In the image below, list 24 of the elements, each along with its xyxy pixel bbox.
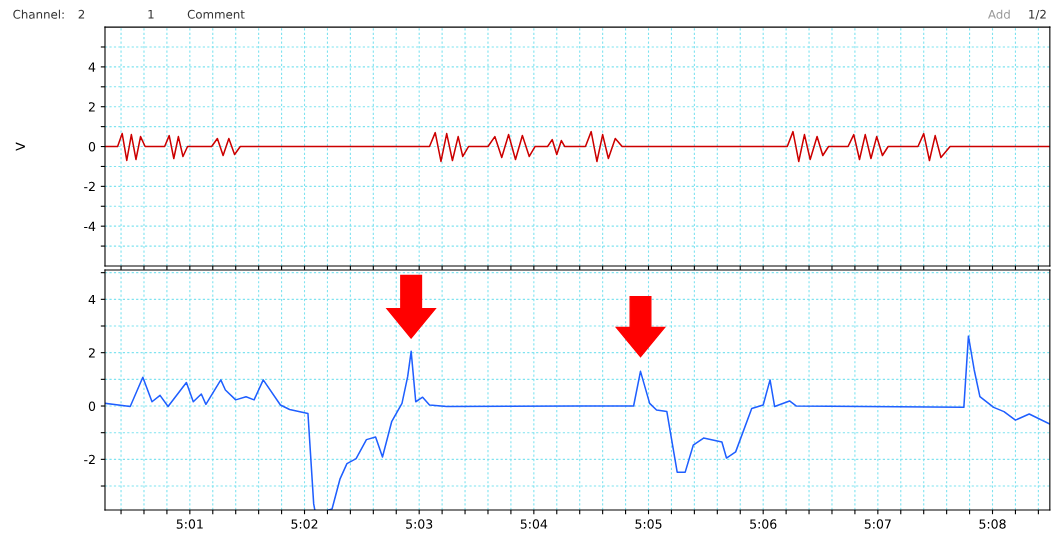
y-tick-label: 4 <box>88 294 96 305</box>
y-tick-label: -2 <box>84 181 95 192</box>
x-tick-label: 5:06 <box>750 519 777 529</box>
text: 1/2 <box>1029 9 1046 20</box>
x-tick-label: 5:03 <box>406 519 433 529</box>
x-tick-label: 5:02 <box>291 519 318 529</box>
x-tick-label: 5:05 <box>635 519 662 529</box>
x-tick-label: 5:07 <box>864 519 891 529</box>
text: Channel: <box>13 9 64 19</box>
y-tick-label: 2 <box>88 102 95 112</box>
text: 1 <box>148 9 154 19</box>
y-tick-label: 4 <box>88 62 96 72</box>
line-series <box>104 130 1050 163</box>
x-tick-label: 5:04 <box>520 519 548 529</box>
y-tick-label: -4 <box>84 221 96 231</box>
y-tick-label: 0 <box>88 401 96 411</box>
y-tick-label: 0 <box>88 142 96 152</box>
text: Add <box>988 9 1010 19</box>
x-tick-label: 5:08 <box>979 519 1006 529</box>
text: Comment <box>187 9 245 19</box>
x-tick-label: 5:01 <box>176 519 203 529</box>
y-axis-title: V <box>15 142 25 151</box>
y-tick-label: 2 <box>88 348 95 358</box>
y-tick-label: -2 <box>84 454 95 465</box>
